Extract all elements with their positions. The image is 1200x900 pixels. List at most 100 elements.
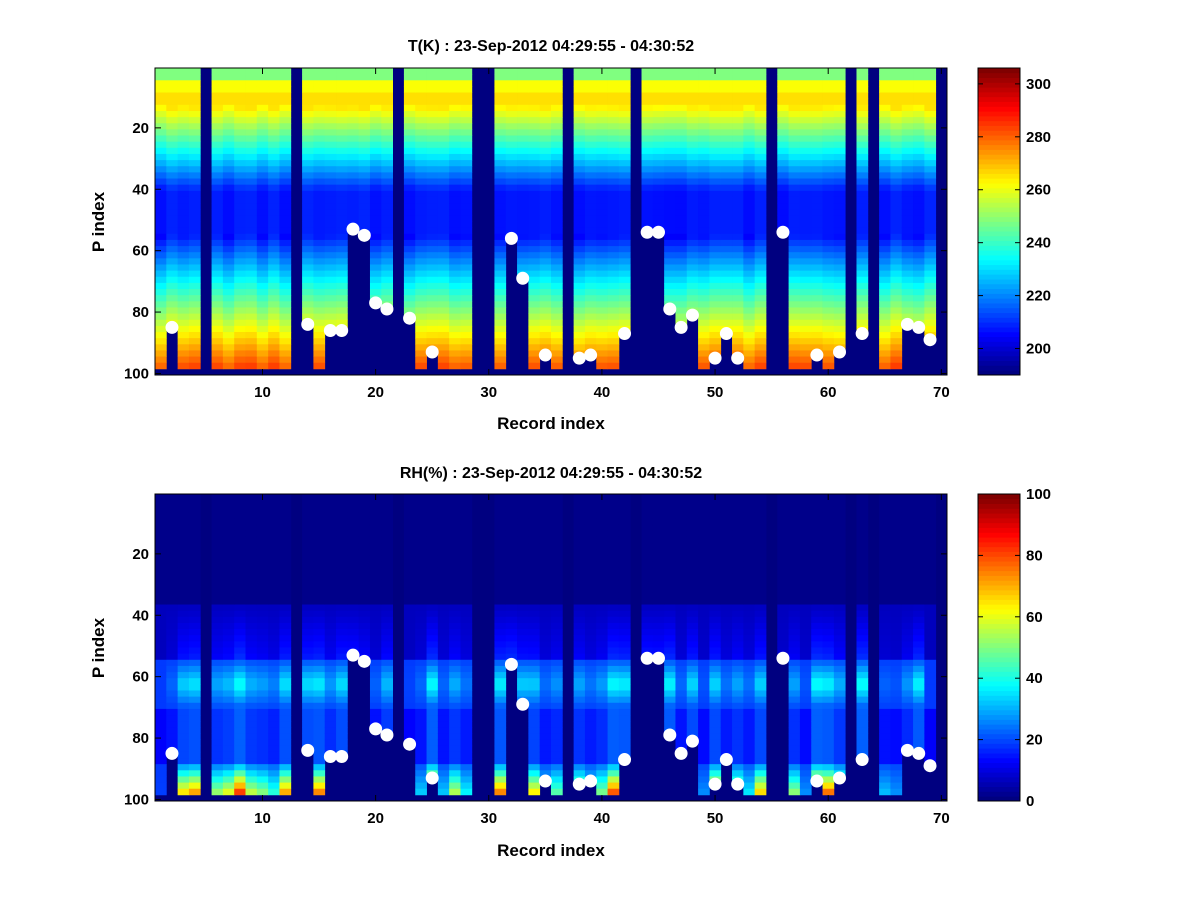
heatmap-cell xyxy=(268,684,280,691)
heatmap-cell xyxy=(584,68,597,75)
heatmap-cell xyxy=(551,665,563,673)
heatmap-cell xyxy=(188,727,201,734)
heatmap-cell xyxy=(652,567,665,575)
heatmap-cell xyxy=(879,325,891,333)
heatmap-cell xyxy=(358,647,371,655)
heatmap-cell xyxy=(415,110,427,118)
heatmap-cell xyxy=(856,129,869,136)
heatmap-cell xyxy=(517,567,529,575)
heatmap-cell xyxy=(256,592,269,599)
heatmap-cell xyxy=(494,276,507,284)
heatmap-cell xyxy=(811,270,823,278)
heatmap-cell xyxy=(539,307,552,314)
heatmap-cell xyxy=(222,592,235,599)
heatmap-cell xyxy=(856,160,869,167)
heatmap-cell xyxy=(799,684,812,691)
heatmap-cell xyxy=(336,141,348,149)
heatmap-cell xyxy=(720,153,733,161)
heatmap-cell xyxy=(211,653,224,661)
heatmap-cell xyxy=(799,586,812,593)
heatmap-cell xyxy=(494,616,507,624)
heatmap-cell xyxy=(584,536,597,544)
heatmap-cell xyxy=(166,530,179,538)
heatmap-cell xyxy=(743,727,756,734)
heatmap-cell xyxy=(347,141,360,149)
heatmap-cell xyxy=(743,690,756,698)
heatmap-cell xyxy=(551,92,563,100)
colorbar-segment xyxy=(978,163,1020,170)
heatmap-cell xyxy=(698,172,710,179)
heatmap-cell xyxy=(234,68,246,75)
heatmap-cell xyxy=(313,332,326,339)
heatmap-cell xyxy=(833,153,846,161)
heatmap-cell xyxy=(426,672,439,679)
heatmap-cell xyxy=(279,301,292,308)
heatmap-cell xyxy=(505,98,518,106)
heatmap-cell xyxy=(822,74,835,81)
heatmap-cell xyxy=(584,190,597,198)
heatmap-cell xyxy=(358,74,371,81)
heatmap-cell xyxy=(551,708,563,716)
heatmap-cell xyxy=(369,135,382,143)
heatmap-cell xyxy=(686,678,699,685)
heatmap-cell xyxy=(664,295,676,302)
heatmap-cell xyxy=(686,610,699,618)
heatmap-cell xyxy=(494,788,507,796)
heatmap-cell xyxy=(913,313,925,321)
heatmap-cell xyxy=(381,74,393,81)
heatmap-cell xyxy=(720,86,733,93)
heatmap-cell xyxy=(799,135,812,143)
heatmap-cell xyxy=(177,110,190,118)
heatmap-cell xyxy=(584,104,597,112)
heatmap-cell xyxy=(211,350,224,357)
heatmap-cell xyxy=(641,153,654,161)
heatmap-cell xyxy=(415,246,427,253)
heatmap-cell xyxy=(449,289,461,296)
heatmap-cell xyxy=(777,123,789,130)
heatmap-cell xyxy=(494,264,507,272)
heatmap-cell xyxy=(449,172,461,179)
heatmap-cell xyxy=(256,233,269,241)
heatmap-cell xyxy=(415,512,427,519)
heatmap-cell xyxy=(155,196,167,204)
heatmap-cell xyxy=(698,92,710,100)
heatmap-cell xyxy=(539,166,552,173)
heatmap-cell xyxy=(686,715,699,722)
heatmap-cell xyxy=(302,239,314,247)
heatmap-cell xyxy=(437,782,450,790)
heatmap-cell xyxy=(551,239,563,247)
heatmap-cell xyxy=(166,567,179,575)
heatmap-cell xyxy=(709,604,722,612)
heatmap-cell xyxy=(732,641,744,648)
heatmap-cell xyxy=(381,604,393,612)
heatmap-cell xyxy=(754,289,767,296)
heatmap-cell xyxy=(551,647,563,655)
heatmap-cell xyxy=(313,301,326,308)
heatmap-cell xyxy=(675,160,688,167)
heatmap-cell xyxy=(279,506,292,513)
heatmap-cell xyxy=(675,178,688,186)
heatmap-cell xyxy=(709,530,722,538)
heatmap-cell xyxy=(188,86,201,93)
heatmap-cell xyxy=(369,665,382,673)
heatmap-cell xyxy=(788,98,801,106)
heatmap-cell xyxy=(709,178,722,186)
heatmap-cell xyxy=(279,629,292,636)
heatmap-cell xyxy=(369,276,382,284)
heatmap-cell xyxy=(324,616,337,624)
heatmap-cell xyxy=(403,672,416,679)
heatmap-cell xyxy=(155,190,167,198)
heatmap-cell xyxy=(415,678,427,685)
heatmap-cell xyxy=(528,104,541,112)
heatmap-cell xyxy=(551,98,563,106)
heatmap-cell xyxy=(188,604,201,612)
heatmap-cell xyxy=(573,536,586,544)
heatmap-cell xyxy=(279,739,292,747)
heatmap-cell xyxy=(788,270,801,278)
heatmap-cell xyxy=(799,252,812,259)
heatmap-cell xyxy=(517,579,529,587)
heatmap-cell xyxy=(664,506,676,513)
heatmap-cell xyxy=(222,733,235,740)
heatmap-cell xyxy=(222,135,235,143)
heatmap-cell xyxy=(618,123,631,130)
